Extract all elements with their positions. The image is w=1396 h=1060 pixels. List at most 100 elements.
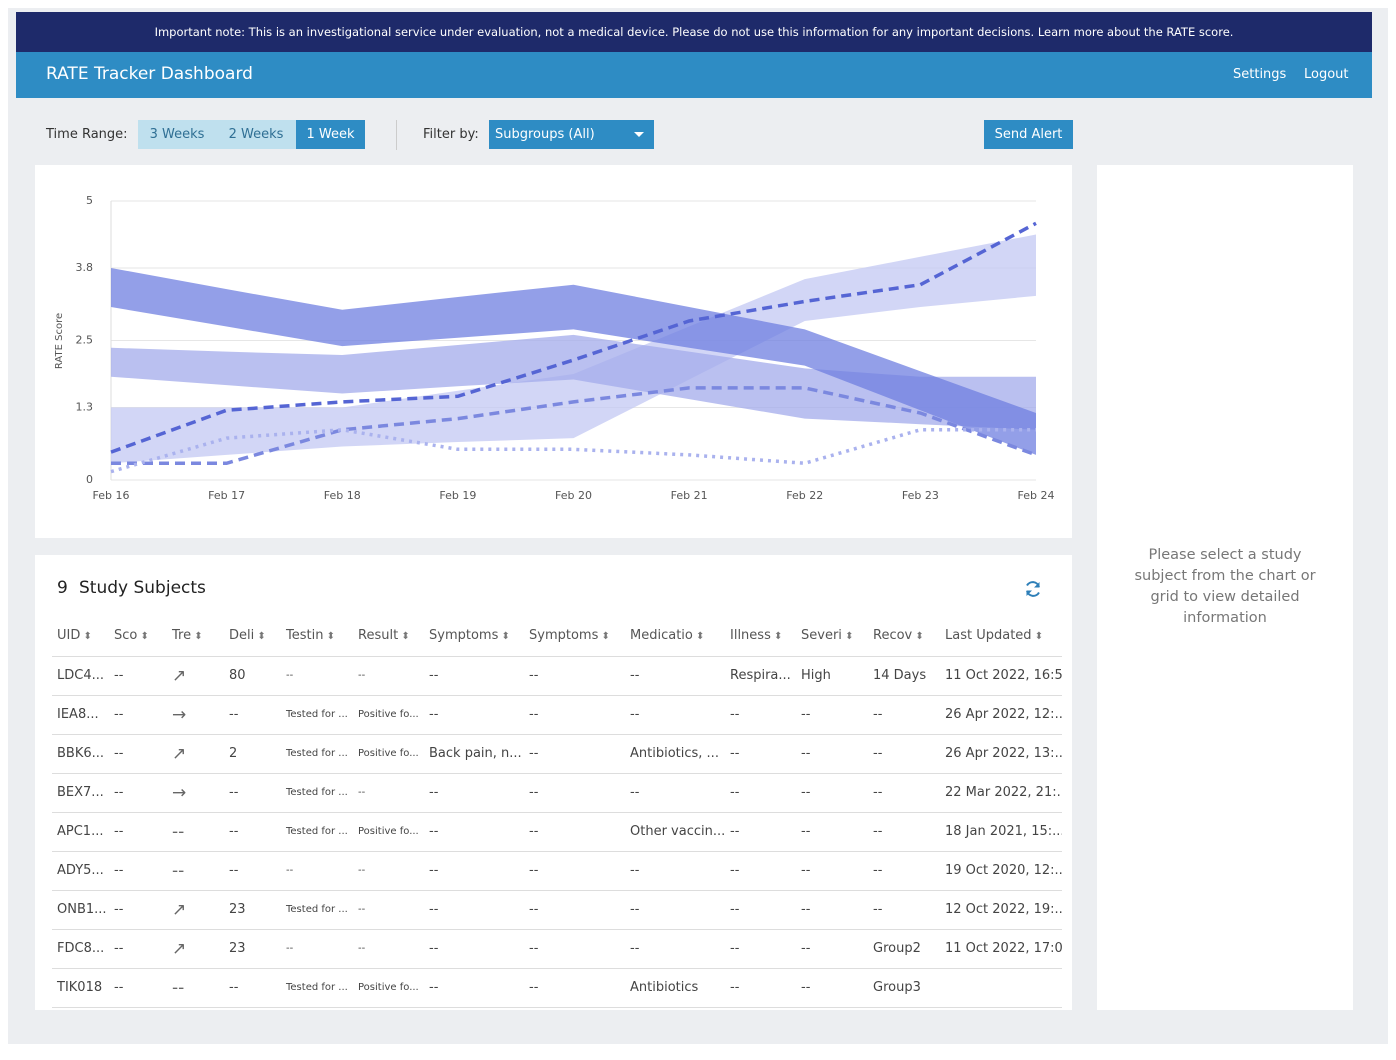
table-row[interactable]: IEA8... -- → -- Tested for ... Positive fo...…	[52, 695, 1062, 735]
table-cell: ↗	[167, 890, 224, 930]
table-cell: Tested for ...	[281, 968, 353, 1008]
table-cell: --	[353, 773, 424, 813]
table-cell: FDC8...	[52, 929, 109, 969]
column-header[interactable]: Symptoms	[524, 616, 625, 657]
column-header[interactable]: Last Updated	[940, 616, 1062, 657]
frame: Important note: This is an investigation…	[8, 8, 1388, 1044]
table-row[interactable]: LDC4... -- ↗ 80 -- -- -- -- -- Respira... High 14 D…	[52, 656, 1062, 696]
table-cell: --	[424, 773, 524, 813]
time-range-button[interactable]: 1 Week	[296, 120, 365, 149]
table-cell: --	[281, 929, 353, 969]
table-cell: --	[424, 890, 524, 930]
table-cell: --	[167, 812, 224, 852]
table-cell: →	[167, 695, 224, 735]
table-cell: --	[868, 851, 940, 891]
table-cell: --	[868, 812, 940, 852]
column-header[interactable]: Sco	[109, 616, 167, 657]
table-cell: --	[424, 929, 524, 969]
nav-link[interactable]: Logout	[1304, 67, 1349, 82]
table-cell: --	[167, 968, 224, 1008]
table-cell: Antibiotics, ...	[625, 734, 725, 774]
column-header[interactable]: Symptoms	[424, 616, 524, 657]
table-cell: --	[109, 773, 167, 813]
time-range-button[interactable]: 2 Weeks	[216, 120, 296, 149]
table-cell: --	[725, 851, 796, 891]
table-cell: Positive fo...	[353, 968, 424, 1008]
table-cell: --	[424, 695, 524, 735]
table-cell: Tested for ...	[281, 734, 353, 774]
table-cell: Group3	[868, 968, 940, 1008]
table-cell: --	[524, 734, 625, 774]
column-header[interactable]: UID	[52, 616, 109, 657]
filter-select[interactable]: Subgroups (All)	[489, 120, 654, 149]
column-header[interactable]: Deli	[224, 616, 281, 657]
column-header[interactable]: Recov	[868, 616, 940, 657]
table-cell: →	[167, 773, 224, 813]
column-header[interactable]: Testin	[281, 616, 353, 657]
table-cell: --	[796, 929, 868, 969]
table-cell: 11 Oct 2022, 16:5...	[940, 656, 1062, 696]
time-range-button[interactable]: 3 Weeks	[138, 120, 216, 149]
subjects-table: UIDScoTreDeliTestinResultSymptomsSymptom…	[52, 616, 1062, 1008]
table-cell: --	[725, 890, 796, 930]
table-cell: Positive fo...	[353, 812, 424, 852]
column-header[interactable]: Medicatio	[625, 616, 725, 657]
confidence-band	[111, 234, 1036, 464]
table-cell: --	[109, 656, 167, 696]
table-cell: Tested for ...	[281, 812, 353, 852]
table-cell: --	[224, 812, 281, 852]
table-cell: --	[281, 851, 353, 891]
table-cell: --	[109, 734, 167, 774]
table-cell: BEX7...	[52, 773, 109, 813]
column-header[interactable]: Severi	[796, 616, 868, 657]
table-cell: --	[868, 773, 940, 813]
header: RATE Tracker Dashboard Settings Logout	[16, 52, 1372, 98]
table-cell: BBK6...	[52, 734, 109, 774]
table-cell: ADY5...	[52, 851, 109, 891]
separator	[396, 120, 397, 150]
table-cell: --	[353, 929, 424, 969]
table-cell: High	[796, 656, 868, 696]
nav-link[interactable]: Settings	[1233, 67, 1287, 82]
table-cell: TIK018	[52, 968, 109, 1008]
table-cell: APC1...	[52, 812, 109, 852]
subject-count: 9	[57, 578, 68, 598]
table-cell: --	[524, 929, 625, 969]
x-tick-label: Feb 23	[902, 489, 939, 502]
column-header[interactable]: Illness	[725, 616, 796, 657]
column-header[interactable]: Tre	[167, 616, 224, 657]
table-cell: 12 Oct 2022, 19:...	[940, 890, 1062, 930]
x-tick-label: Feb 18	[324, 489, 361, 502]
table-row[interactable]: BEX7... -- → -- Tested for ... -- -- -- -- -- -- --…	[52, 773, 1062, 813]
table-cell: --	[281, 656, 353, 696]
send-alert-button[interactable]: Send Alert	[984, 120, 1073, 149]
table-cell: 26 Apr 2022, 12:...	[940, 695, 1062, 735]
refresh-icon[interactable]	[1023, 579, 1043, 599]
banner: Important note: This is an investigation…	[16, 12, 1372, 52]
table-row[interactable]: TIK018 -- -- -- Tested for ... Positive fo...…	[52, 968, 1062, 1008]
table-cell: 2	[224, 734, 281, 774]
table-row[interactable]: APC1... -- -- -- Tested for ... Positive fo..…	[52, 812, 1062, 852]
table-row[interactable]: FDC8... -- ↗ 23 -- -- -- -- -- -- -- Group2 11 Oct 2…	[52, 929, 1062, 969]
table-cell: --	[796, 773, 868, 813]
table-cell: --	[424, 656, 524, 696]
table-cell: --	[868, 734, 940, 774]
y-tick-label: 0	[86, 473, 93, 486]
table-cell: --	[625, 656, 725, 696]
table-cell: --	[868, 695, 940, 735]
chart-card: RATE Score 0 1.3 2.5 3.8 5 Feb 16 Feb 17 Feb 18…	[35, 165, 1072, 538]
table-cell: --	[109, 890, 167, 930]
table-cell: ↗	[167, 929, 224, 969]
table-cell: --	[625, 773, 725, 813]
column-header[interactable]: Result	[353, 616, 424, 657]
table-cell: --	[625, 695, 725, 735]
table-row[interactable]: ADY5... -- -- -- -- -- -- -- -- -- -- -- 19 Oct 2020…	[52, 851, 1062, 891]
y-tick-label: 3.8	[76, 261, 94, 274]
table-cell: --	[109, 695, 167, 735]
table-row[interactable]: BBK6... -- ↗ 2 Tested for ... Positive fo... B…	[52, 734, 1062, 774]
table-cell: --	[167, 851, 224, 891]
x-tick-label: Feb 16	[93, 489, 130, 502]
table-row[interactable]: ONB1... -- ↗ 23 Tested for ... -- -- -- -- -- -- --…	[52, 890, 1062, 930]
